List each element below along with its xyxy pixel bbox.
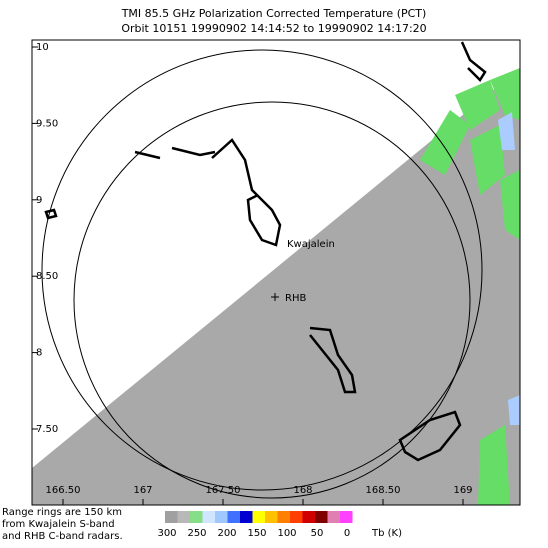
colorbar-swatch [252,511,265,523]
note-line: Range rings are 150 km [2,507,122,518]
map-area [32,40,520,505]
colorbar-label: 0 [344,528,350,539]
colorbar-label: 100 [277,528,296,539]
colorbar-units: Tb (K) [371,528,402,539]
lon-tick-label: 168 [293,485,312,496]
lat-tick-label: 9 [36,195,42,206]
lon-tick-label: 166.50 [46,485,81,496]
precip-patches [420,68,520,505]
colorbar-swatch [190,511,203,523]
swath [32,68,520,505]
colorbar-swatch [265,511,278,523]
lat-tick-label: 7.50 [36,424,58,435]
colorbar-label: 200 [217,528,236,539]
lon-tick-label: 167.50 [206,485,241,496]
colorbar-label: 150 [247,528,266,539]
lon-tick-label: 168.50 [366,485,401,496]
colorbar: 300 250 200 150 100 50 0 Tb (K) [157,511,402,539]
colorbar-swatch [240,511,253,523]
colorbar-swatch [165,511,178,523]
colorbar-swatch [327,511,340,523]
rhb-marker [271,293,279,301]
colorbar-label: 300 [157,528,176,539]
lat-tick-label: 8.50 [36,271,58,282]
note-line: from Kwajalein S-band [2,519,115,530]
colorbar-swatch [202,511,215,523]
lat-tick-label: 9.50 [36,118,58,129]
lat-tick-label: 8 [36,348,42,359]
lon-tick-label: 169 [453,485,472,496]
colorbar-label: 250 [187,528,206,539]
range-ring [73,101,471,499]
colorbar-swatch [177,511,190,523]
colorbar-swatch [290,511,303,523]
title: TMI 85.5 GHz Polarization Corrected Temp… [121,7,427,20]
colorbar-label: 50 [311,528,324,539]
range-ring [41,49,483,491]
colorbar-swatch [215,511,228,523]
place-label: RHB [285,293,306,304]
precip-patches-cold [498,112,520,425]
note-line: and RHB C-band radars. [2,531,123,542]
colorbar-swatch [340,511,353,523]
lat-tick-label: 10 [36,42,49,53]
colorbar-swatch [302,511,315,523]
lon-tick-label: 167 [133,485,152,496]
colorbar-swatch [277,511,290,523]
islands [44,41,487,462]
place-label: Kwajalein [287,239,335,250]
colorbar-swatch [315,511,328,523]
subtitle: Orbit 10151 19990902 14:14:52 to 1999090… [121,22,426,35]
map-frame [31,39,521,506]
colorbar-swatch [227,511,240,523]
